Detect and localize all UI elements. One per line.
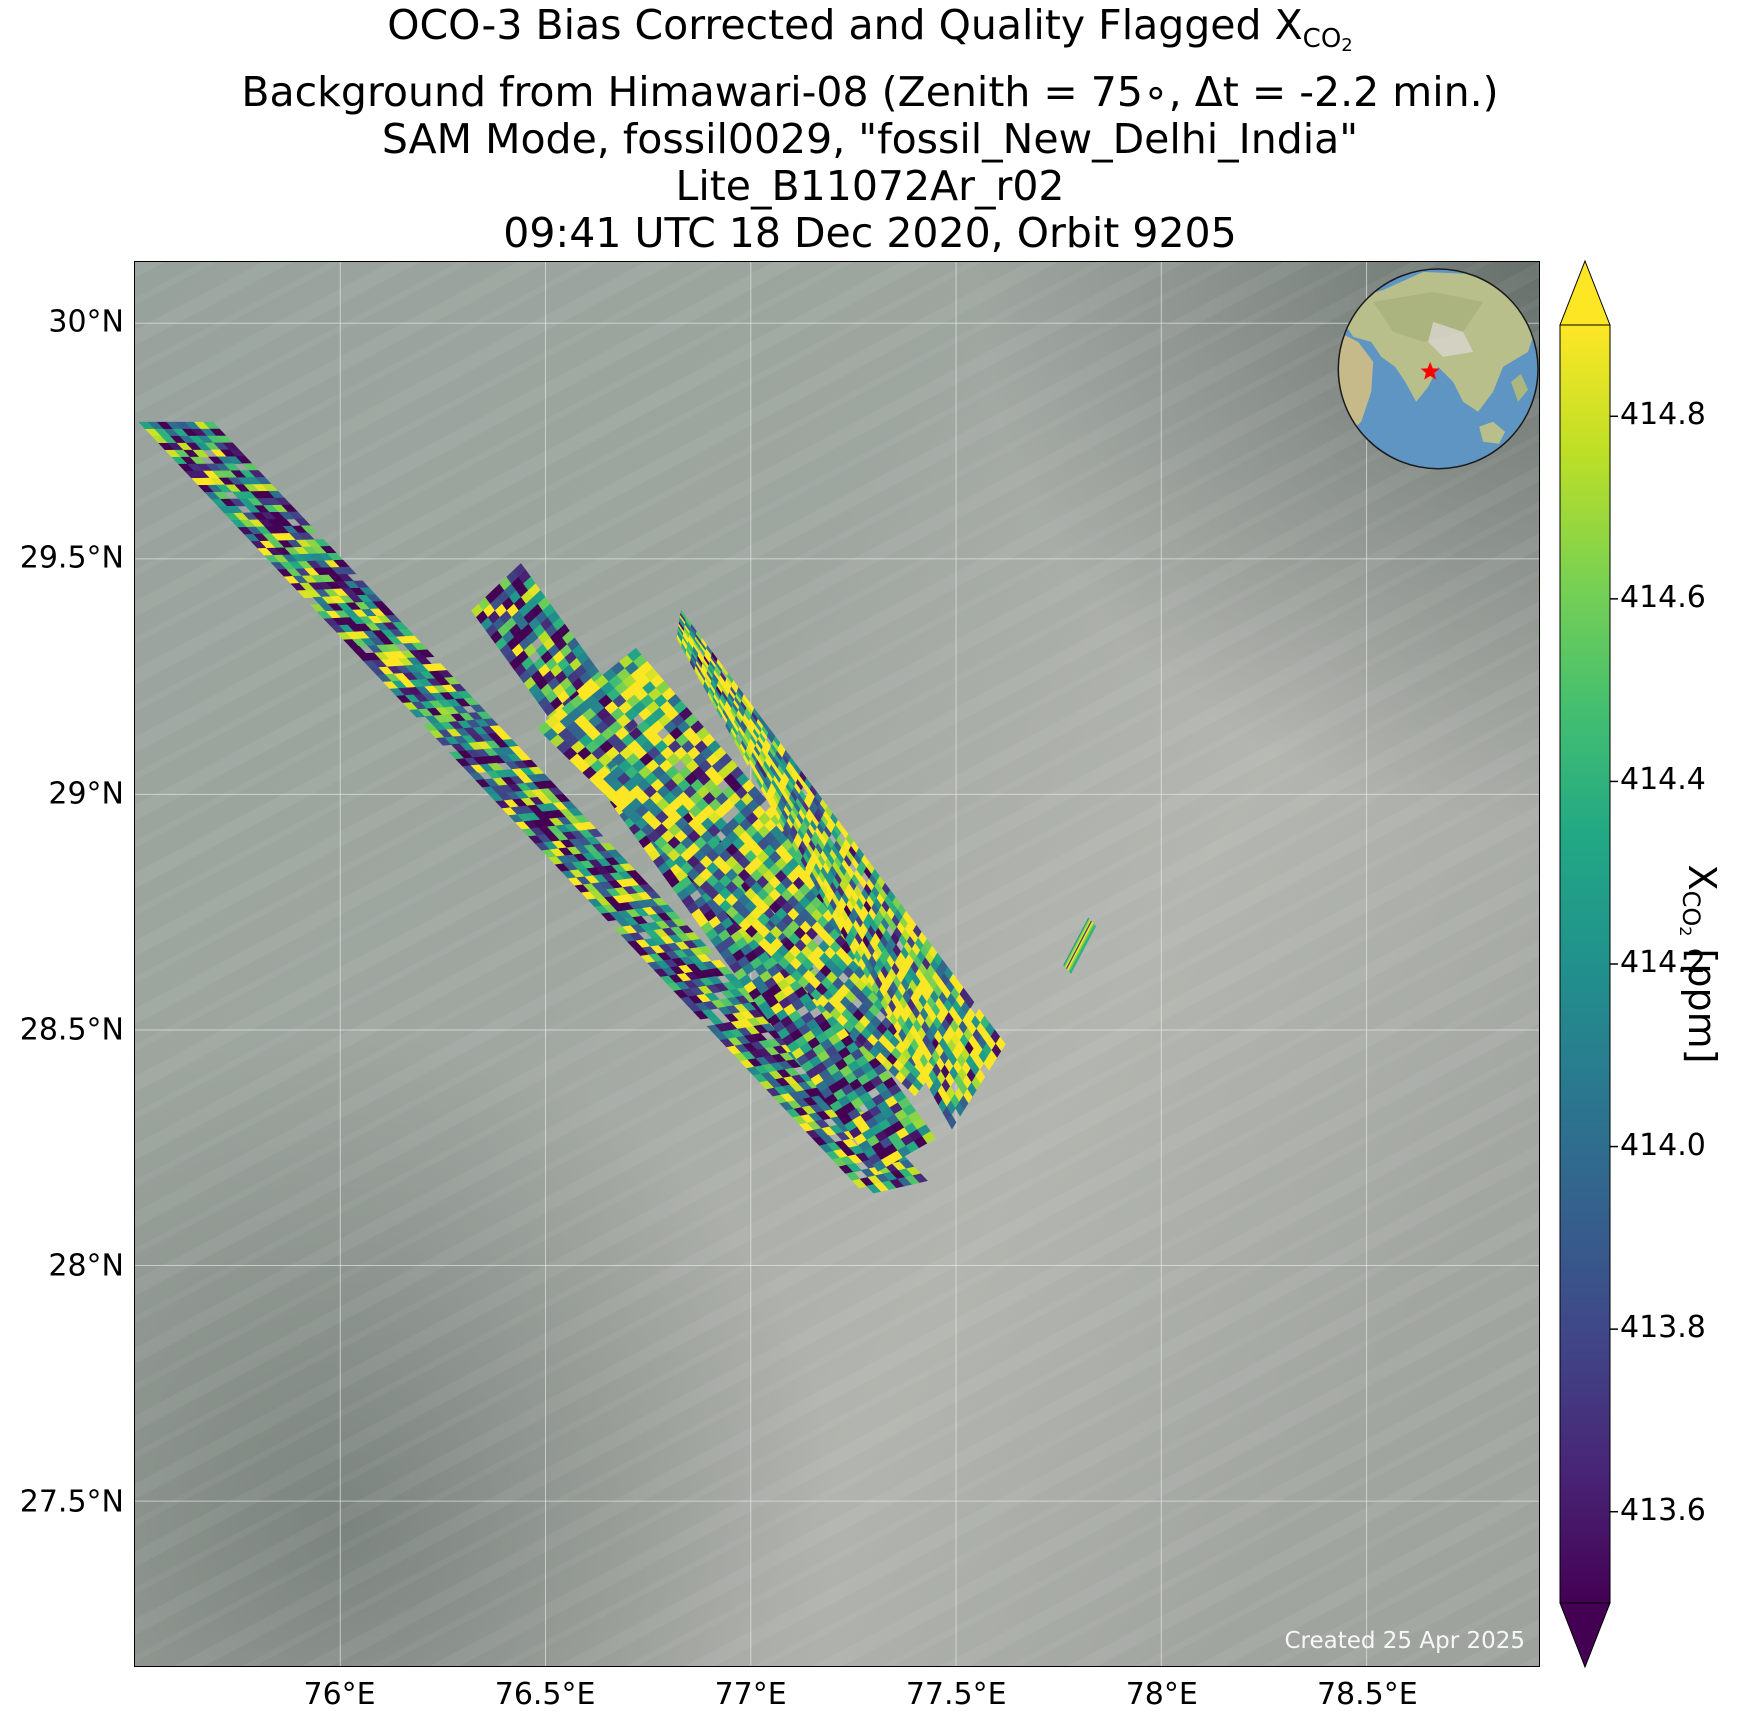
longitude-tick-label: 76°E [303, 1677, 376, 1712]
sounding-pixel [697, 945, 714, 955]
created-date-label: Created 25 Apr 2025 [1284, 1628, 1525, 1654]
title-line-5: 09:41 UTC 18 Dec 2020, Orbit 9205 [503, 209, 1237, 257]
longitude-tick-label: 76.5°E [494, 1677, 596, 1712]
title-line-2: Background from Himawari-08 (Zenith = 75… [241, 68, 1499, 116]
latitude-tick-label: 28.5°N [19, 1012, 124, 1048]
longitude-tick-label: 78°E [1125, 1677, 1198, 1712]
sounding-pixel [1069, 924, 1096, 974]
title-line-4: Lite_B11072Ar_r02 [675, 162, 1065, 210]
latitude-tick-label: 30°N [48, 304, 124, 340]
sounding-pixel [947, 1114, 957, 1130]
chart-title: OCO-3 Bias Corrected and Quality Flagged… [0, 2, 1740, 257]
sounding-pixel [922, 1131, 936, 1144]
sounding-pixel [753, 792, 767, 807]
colorbar-tick-label: 413.8 [1620, 1310, 1706, 1346]
map-canvas[interactable] [135, 262, 1539, 1666]
target-star-icon [1420, 361, 1440, 380]
colorbar-tick-label: 414.4 [1620, 762, 1706, 798]
xco2-soundings [138, 421, 1096, 1194]
colorbar-title: XCO2 [ppm] [1676, 864, 1724, 1064]
colorbar-tick-label: 414.0 [1620, 1127, 1706, 1163]
latitude-tick-label: 29°N [48, 776, 124, 812]
colorbar-body [1559, 324, 1611, 1604]
sounding-pixel [339, 566, 357, 575]
longitude-tick-label: 77°E [714, 1677, 787, 1712]
inset-globe [1337, 268, 1539, 470]
colorbar-tick-label: 414.8 [1620, 397, 1706, 433]
longitude-tick-label: 77.5°E [905, 1677, 1007, 1712]
latitude-tick-label: 29.5°N [19, 540, 124, 576]
sounding-pixel [587, 828, 604, 838]
colorbar-upper-extend [1559, 259, 1611, 326]
sounding-pixel [912, 1173, 928, 1183]
sounding-pixel [300, 525, 318, 534]
latitude-tick-label: 28°N [48, 1248, 124, 1284]
title-line-1: OCO-3 Bias Corrected and Quality Flagged… [387, 1, 1353, 57]
map-panel[interactable]: Created 25 Apr 2025 [134, 261, 1540, 1667]
longitude-tick-label: 78.5°E [1316, 1677, 1418, 1712]
sounding-pixel [964, 994, 975, 1009]
sounding-pixel [417, 649, 435, 658]
colorbar [1559, 259, 1618, 1669]
title-line-3: SAM Mode, fossil0029, "fossil_New_Delhi_… [381, 115, 1359, 163]
swath [676, 609, 1006, 1130]
latitude-tick-label: 27.5°N [19, 1484, 124, 1520]
colorbar-lower-extend [1559, 1602, 1611, 1669]
colorbar-tick-label: 414.6 [1620, 579, 1706, 615]
colorbar-tick-label: 414.2 [1620, 945, 1706, 980]
colorbar-tick-label: 413.6 [1620, 1492, 1706, 1528]
sounding-pixel [975, 1068, 986, 1084]
swath [1063, 917, 1096, 974]
sounding-pixel [995, 1036, 1006, 1052]
